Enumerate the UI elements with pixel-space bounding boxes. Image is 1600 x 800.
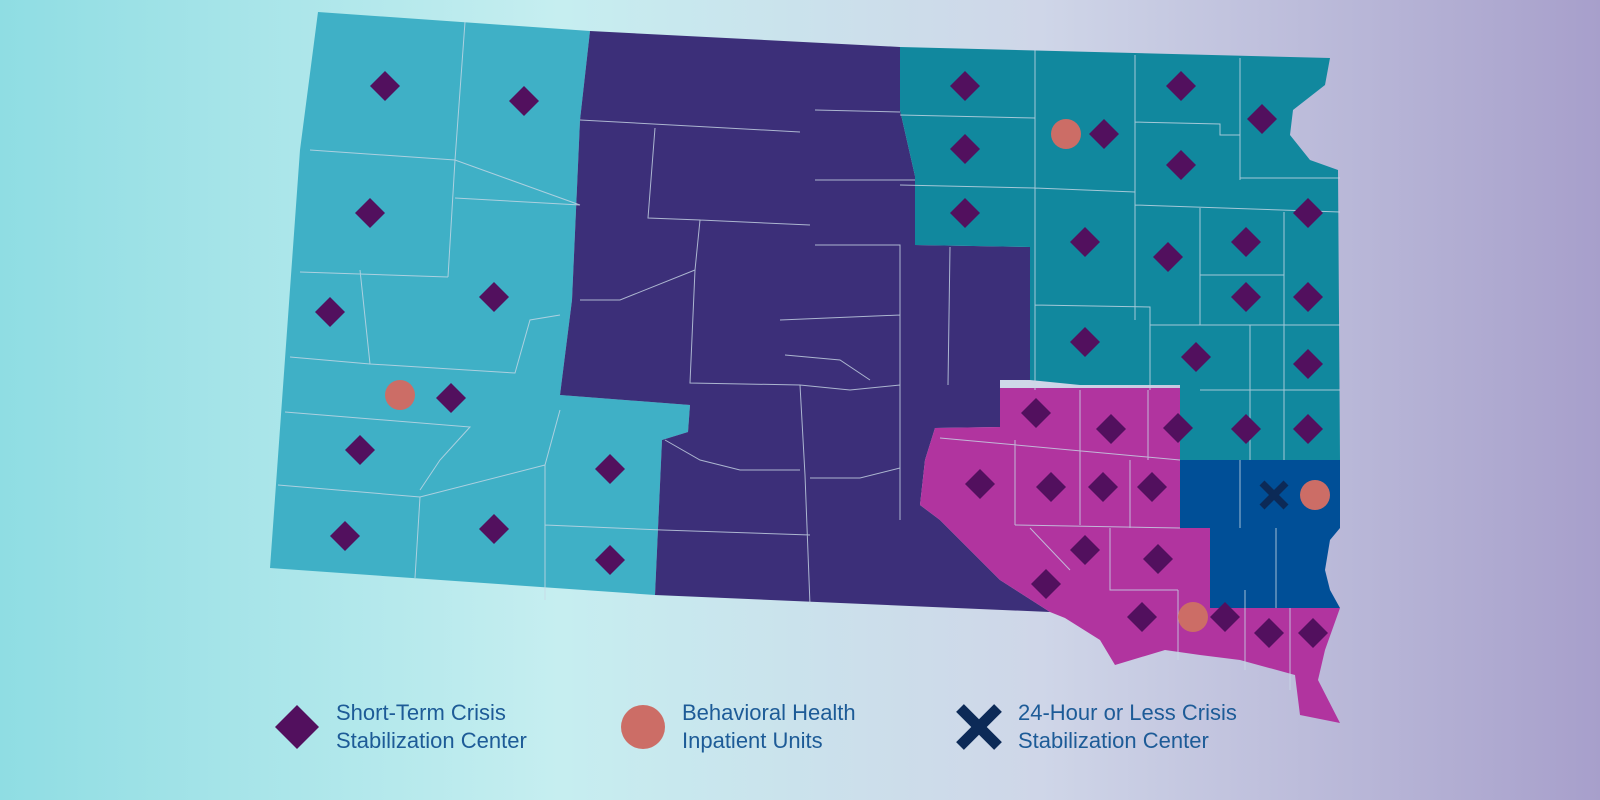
short-term-crisis-marker (1127, 602, 1157, 632)
inpatient-unit-marker (1051, 119, 1081, 149)
short-term-crisis-marker (1210, 602, 1240, 632)
legend-label-24-hour: 24-Hour or Less Crisis Stabilization Cen… (1018, 699, 1278, 755)
county-lines (277, 21, 1341, 690)
short-term-crisis-marker (1021, 398, 1051, 428)
inpatient-unit-marker (1178, 602, 1208, 632)
legend-label-24-hour-line1: 24-Hour or Less Crisis (1018, 700, 1237, 725)
inpatient-unit-marker (385, 380, 415, 410)
short-term-crisis-marker (355, 198, 385, 228)
short-term-crisis-marker (1036, 472, 1066, 502)
short-term-crisis-marker (1231, 282, 1261, 312)
short-term-crisis-marker (1143, 544, 1173, 574)
short-term-crisis-marker (1181, 342, 1211, 372)
short-term-crisis-marker (1293, 349, 1323, 379)
short-term-crisis-marker (1298, 618, 1328, 648)
legend-label-short-term: Short-Term Crisis Stabilization Center (336, 699, 566, 755)
short-term-crisis-marker (950, 71, 980, 101)
short-term-crisis-marker (1231, 414, 1261, 444)
short-term-crisis-marker (479, 514, 509, 544)
diamond-icon (275, 705, 319, 749)
short-term-crisis-marker (1293, 198, 1323, 228)
short-term-crisis-marker (330, 521, 360, 551)
short-term-crisis-marker (950, 134, 980, 164)
legend-item-short-term: Short-Term Crisis Stabilization Center (272, 699, 566, 755)
short-term-crisis-marker (595, 545, 625, 575)
short-term-crisis-marker (1153, 242, 1183, 272)
short-term-crisis-marker (950, 198, 980, 228)
region-sioux-falls (1180, 460, 1340, 608)
short-term-crisis-marker (436, 383, 466, 413)
short-term-crisis-marker (1070, 227, 1100, 257)
legend-label-inpatient: Behavioral Health Inpatient Units (682, 699, 902, 755)
legend-label-inpatient-line1: Behavioral Health (682, 700, 856, 725)
legend-item-24-hour: 24-Hour or Less Crisis Stabilization Cen… (954, 699, 1278, 755)
short-term-crisis-marker (1137, 472, 1167, 502)
inpatient-unit-marker (1300, 480, 1330, 510)
short-term-crisis-marker (370, 71, 400, 101)
short-term-crisis-marker (1231, 227, 1261, 257)
region-central (560, 31, 1050, 612)
short-term-crisis-marker (509, 86, 539, 116)
legend-label-short-term-line2: Stabilization Center (336, 728, 527, 753)
short-term-crisis-marker (1163, 413, 1193, 443)
legend-label-inpatient-line2: Inpatient Units (682, 728, 823, 753)
region-southeast (920, 388, 1340, 723)
short-term-crisis-marker (1166, 71, 1196, 101)
short-term-crisis-marker (1088, 472, 1118, 502)
short-term-crisis-marker (965, 469, 995, 499)
short-term-crisis-marker (1293, 282, 1323, 312)
legend-label-short-term-line1: Short-Term Crisis (336, 700, 506, 725)
short-term-crisis-marker (1070, 535, 1100, 565)
circle-icon (621, 705, 665, 749)
short-term-crisis-marker (1070, 327, 1100, 357)
short-term-crisis-marker (1293, 414, 1323, 444)
region-west (270, 12, 690, 595)
short-term-crisis-marker (1247, 104, 1277, 134)
short-term-crisis-marker (345, 435, 375, 465)
legend: Short-Term Crisis Stabilization Center B… (272, 694, 1272, 760)
legend-label-24-hour-line2: Stabilization Center (1018, 728, 1209, 753)
short-term-crisis-marker (1096, 414, 1126, 444)
short-term-crisis-marker (1031, 569, 1061, 599)
24-hour-crisis-marker (1259, 480, 1289, 510)
x-icon (956, 704, 1002, 750)
short-term-crisis-marker (1254, 618, 1284, 648)
region-northeast (900, 47, 1340, 460)
legend-item-inpatient: Behavioral Health Inpatient Units (618, 699, 902, 755)
short-term-crisis-marker (1089, 119, 1119, 149)
short-term-crisis-marker (315, 297, 345, 327)
short-term-crisis-marker (595, 454, 625, 484)
short-term-crisis-marker (479, 282, 509, 312)
short-term-crisis-marker (1166, 150, 1196, 180)
